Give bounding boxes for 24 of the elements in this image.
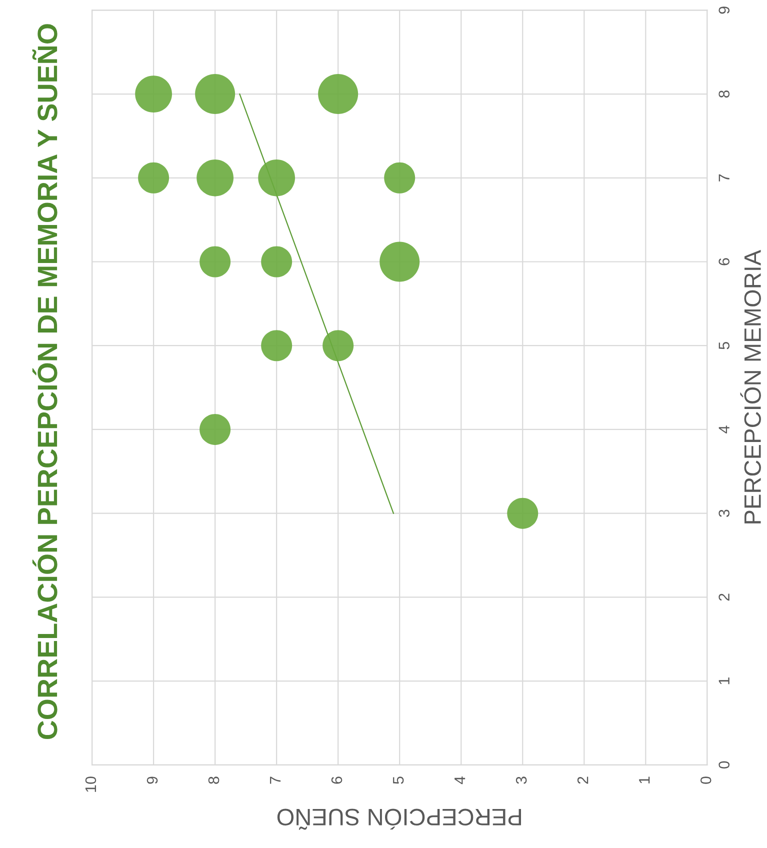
x-tick-label: 10: [85, 776, 96, 792]
x-tick-label: 9: [146, 776, 158, 784]
x-tick-label: 6: [331, 776, 342, 784]
y-tick-label: 2: [718, 594, 730, 601]
x-tick-label: 7: [270, 776, 281, 784]
text: CORRELACIÓN PERCEPCIÓN DE MEMORIA Y SUEÑO: [32, 24, 58, 740]
y-axis-title: PERCEPCIÓN MEMORIA: [740, 250, 761, 524]
y-tick-label: 1: [718, 678, 730, 684]
x-tick-label: 1: [639, 776, 650, 784]
y-tick-label: 4: [718, 426, 730, 434]
y-tick-label: 7: [718, 174, 730, 182]
x-axis-title: PERCEPCIÓN SUEÑO: [277, 808, 521, 830]
y-tick-label: 5: [718, 342, 730, 350]
y-tick-label: 9: [718, 6, 730, 14]
y-tick-label: 8: [718, 90, 730, 98]
x-tick-label: 0: [700, 776, 712, 784]
y-tick-label: 3: [718, 510, 730, 517]
x-tick-label: 5: [393, 776, 404, 784]
y-tick-label: 0: [718, 761, 730, 769]
x-tick-label: 2: [577, 776, 588, 784]
x-tick-label: 3: [516, 776, 527, 784]
x-tick-label: 4: [454, 776, 466, 784]
y-tick-label: 6: [718, 258, 730, 266]
x-tick-label: 8: [208, 776, 220, 784]
